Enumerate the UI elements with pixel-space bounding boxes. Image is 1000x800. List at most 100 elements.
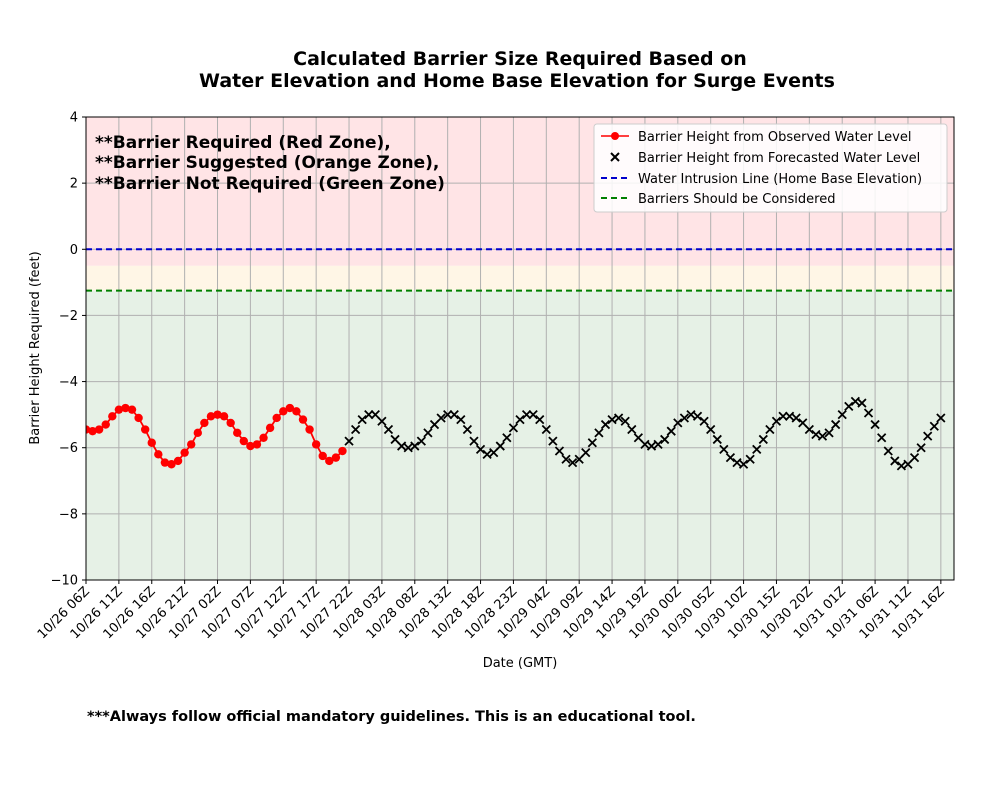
forecast-point — [725, 452, 736, 463]
forecast-point — [456, 414, 466, 425]
forecast-point — [600, 419, 611, 430]
forecast-point — [528, 410, 538, 420]
forecast-point — [752, 444, 762, 455]
forecast-point — [350, 424, 361, 435]
observed-point — [49, 420, 57, 428]
forecast-point — [857, 398, 867, 408]
observed-point — [134, 413, 143, 423]
forecast-point — [824, 428, 834, 438]
forecast-point — [462, 424, 473, 435]
forecast-point — [541, 424, 551, 435]
forecast-point — [548, 436, 558, 446]
observed-point — [55, 415, 63, 423]
forecast-point — [738, 459, 749, 469]
forecast-point — [712, 434, 722, 445]
observed-point — [127, 405, 137, 414]
zone-barrier-suggested — [86, 265, 954, 291]
forecast-point — [423, 428, 433, 438]
forecast-point — [594, 428, 604, 438]
observed-point — [121, 403, 130, 413]
forecast-point — [607, 414, 617, 425]
forecast-point — [692, 411, 703, 421]
legend-intrusion-label: Water Intrusion Line (Home Base Elevatio… — [638, 172, 922, 187]
forecast-point — [554, 446, 565, 456]
observed-point — [279, 407, 288, 416]
disclaimer-footnote: ***Always follow official mandatory guid… — [87, 709, 696, 725]
forecast-point — [646, 441, 657, 451]
observed-point — [219, 412, 229, 421]
forecast-point — [896, 461, 907, 471]
observed-point — [239, 436, 249, 446]
y-tick-label: −10 — [51, 574, 78, 589]
forecast-point — [673, 418, 683, 428]
observed-point — [62, 412, 70, 420]
forecast-point — [811, 429, 821, 440]
annotation-green-zone: **Barrier Not Required (Green Zone) — [95, 174, 445, 194]
observed-point — [173, 456, 183, 466]
forecast-point — [844, 401, 854, 412]
observed-point — [318, 451, 327, 461]
observed-point — [233, 428, 242, 438]
forecast-point — [830, 419, 841, 430]
forecast-point — [758, 434, 768, 445]
forecast-point — [620, 416, 630, 426]
forecast-point — [791, 413, 801, 423]
y-tick-label: 4 — [70, 111, 78, 126]
y-tick-label: −6 — [59, 441, 78, 456]
forecast-point — [502, 433, 512, 443]
forecast-point — [344, 436, 354, 446]
observed-point — [75, 422, 83, 430]
observed-point — [246, 441, 255, 451]
series-forecast — [344, 396, 946, 471]
forecast-point — [890, 456, 900, 466]
forecast-point — [416, 436, 427, 446]
forecast-point — [403, 443, 413, 453]
forecast-point — [561, 454, 571, 464]
legend-observed-label: Barrier Height from Observed Water Level — [638, 130, 911, 145]
forecast-point — [581, 448, 591, 458]
forecast-point — [475, 444, 486, 455]
forecast-point — [850, 396, 861, 407]
forecast-point — [745, 454, 755, 464]
forecast-point — [877, 433, 887, 443]
observed-point — [305, 425, 314, 434]
observed-point — [193, 428, 202, 438]
annotation-red-zone: **Barrier Required (Red Zone), — [95, 133, 391, 153]
legend-observed-marker — [611, 132, 619, 140]
legend-forecast-marker — [610, 152, 620, 162]
forecast-point — [784, 411, 795, 421]
forecast-point — [771, 416, 782, 426]
forecast-point — [469, 436, 479, 446]
observed-point — [101, 420, 110, 429]
forecast-point — [436, 413, 446, 423]
observed-point — [88, 426, 97, 436]
observed-point — [154, 450, 163, 459]
forecast-point — [377, 416, 387, 426]
forecast-point — [640, 439, 650, 450]
observed-point — [180, 448, 189, 457]
forecast-point — [410, 441, 420, 451]
forecast-point — [765, 424, 775, 435]
forecast-point — [699, 416, 709, 426]
forecast-point — [482, 449, 492, 459]
observed-point — [338, 446, 347, 456]
observed-point — [311, 440, 321, 449]
observed-point — [187, 440, 196, 449]
observed-point — [140, 425, 150, 434]
observed-point — [252, 440, 262, 449]
forecast-point — [515, 414, 525, 425]
y-tick-label: 2 — [70, 177, 78, 192]
observed-point — [331, 453, 341, 462]
forecast-point — [863, 408, 874, 418]
legend-forecast-label: Barrier Height from Forecasted Water Lev… — [638, 151, 920, 166]
x-axis-label: Date (GMT) — [483, 656, 558, 671]
y-tick-label: −4 — [59, 375, 78, 390]
forecast-point — [587, 438, 597, 448]
forecast-point — [535, 414, 545, 425]
forecast-point — [357, 414, 367, 425]
forecast-point — [567, 457, 578, 468]
forecast-point — [929, 421, 939, 431]
forecast-point — [653, 439, 663, 450]
y-axis-label: Barrier Height Required (feet) — [28, 251, 43, 444]
